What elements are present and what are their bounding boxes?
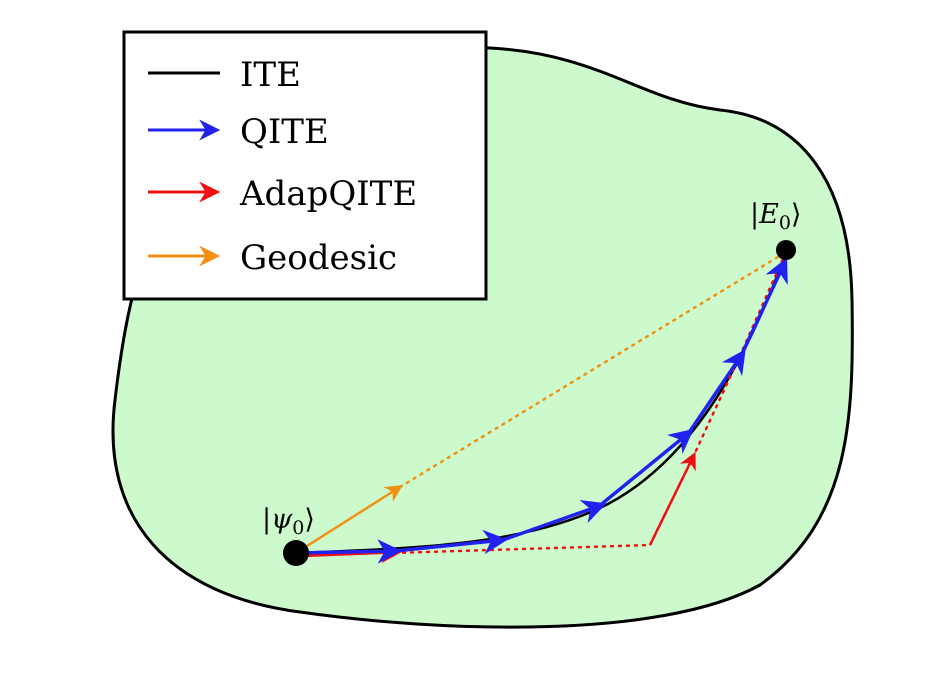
adapqite-dotted-path — [393, 250, 788, 555]
qite-arrow-2 — [394, 529, 508, 555]
legend-ite-label: ITE — [240, 55, 301, 95]
geodesic-arrow — [295, 485, 403, 555]
legend-adapqite-label: AdapQITE — [239, 174, 417, 214]
qite-arrow-4 — [596, 428, 694, 509]
legend: ITE QITE AdapQITE Geodesic — [122, 30, 488, 301]
qite-arrow-6 — [739, 257, 788, 357]
legend-qite-label: QITE — [240, 112, 329, 152]
start-point-label: |ψ0⟩ — [262, 504, 315, 539]
qite-arrow-3 — [499, 499, 607, 543]
legend-geodesic-label: Geodesic — [240, 238, 397, 278]
adapqite-arrow-2 — [648, 451, 696, 546]
qite-arrow-1 — [295, 539, 402, 564]
qite-path — [295, 257, 788, 564]
end-point-label: |E0⟩ — [750, 199, 801, 234]
end-point-marker — [776, 240, 796, 260]
qite-arrow-5 — [686, 348, 746, 435]
start-point-marker — [283, 540, 309, 566]
geodesic-dotted-path — [398, 250, 788, 489]
